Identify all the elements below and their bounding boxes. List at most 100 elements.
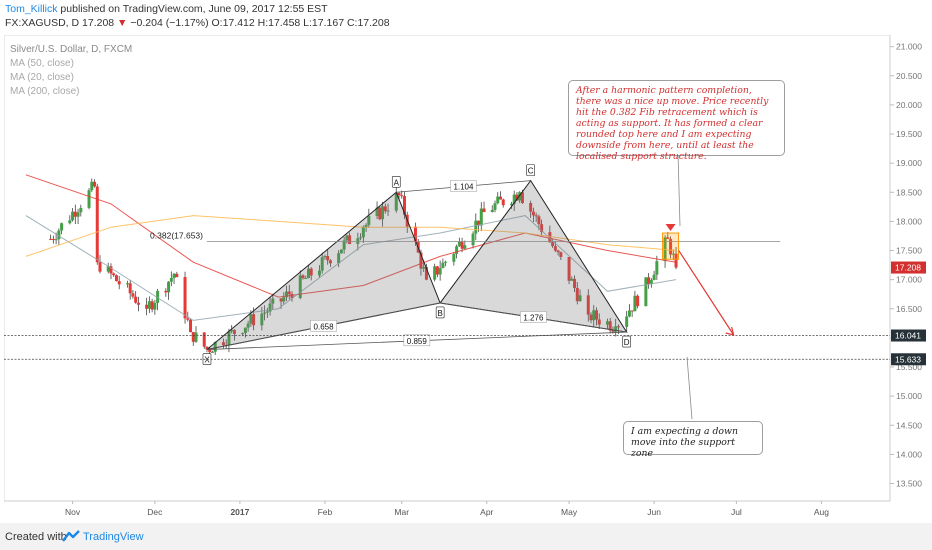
candle bbox=[611, 330, 615, 332]
candle bbox=[112, 273, 116, 276]
candle bbox=[175, 273, 179, 278]
pattern-point-box bbox=[391, 175, 401, 188]
author-link[interactable]: Tom_Killick bbox=[5, 3, 58, 15]
candle bbox=[394, 192, 398, 211]
down-marker-icon bbox=[665, 224, 676, 232]
candle bbox=[134, 296, 138, 303]
pattern-point-box bbox=[435, 306, 445, 319]
ratio-label: 0.859 bbox=[407, 337, 428, 346]
tradingview-link[interactable]: TradingView bbox=[83, 531, 144, 543]
y-tick-label: 16.500 bbox=[896, 304, 922, 314]
pattern-point-label: A bbox=[394, 178, 400, 187]
candle bbox=[463, 245, 467, 249]
y-tick-label: 21.000 bbox=[896, 42, 922, 52]
candle bbox=[531, 211, 535, 216]
y-tick-label: 15.000 bbox=[896, 391, 922, 401]
candle bbox=[381, 206, 385, 220]
candle bbox=[221, 342, 225, 346]
candle bbox=[290, 294, 294, 299]
candle bbox=[644, 277, 648, 307]
candle bbox=[186, 318, 190, 320]
candle bbox=[652, 274, 656, 281]
candle bbox=[268, 303, 272, 312]
candle bbox=[559, 252, 563, 258]
tradingview-logo-icon[interactable] bbox=[62, 529, 80, 543]
y-tick-label: 18.000 bbox=[896, 216, 922, 226]
candle bbox=[460, 241, 464, 249]
candle bbox=[605, 321, 609, 325]
candle bbox=[68, 220, 72, 224]
candle bbox=[455, 246, 459, 254]
support-price-label: 15.633 bbox=[895, 354, 921, 364]
candle bbox=[515, 194, 519, 201]
candle bbox=[298, 275, 302, 299]
candle bbox=[317, 270, 321, 276]
candle bbox=[589, 314, 593, 321]
candle bbox=[73, 211, 77, 217]
candle bbox=[537, 216, 541, 225]
candle bbox=[575, 287, 579, 302]
footer-bar: Created with TradingView bbox=[0, 523, 932, 550]
candle bbox=[592, 310, 596, 321]
candle bbox=[477, 220, 481, 226]
projection-arrow-line bbox=[678, 250, 735, 336]
legend-ma50[interactable]: MA (50, close) bbox=[10, 58, 74, 69]
candle bbox=[438, 268, 442, 275]
x-tick-label: Apr bbox=[480, 507, 493, 517]
fib-level-label: 0.382(17.653) bbox=[150, 231, 203, 241]
annotation-note-top[interactable]: After a harmonic pattern completion, the… bbox=[568, 80, 785, 162]
candle bbox=[205, 346, 209, 350]
pattern-point-box bbox=[622, 335, 631, 348]
candle bbox=[498, 196, 502, 200]
y-tick-label: 20.000 bbox=[896, 100, 922, 110]
ratio-label: 1.104 bbox=[453, 182, 474, 191]
candle bbox=[57, 230, 61, 240]
candle bbox=[260, 313, 264, 326]
candle bbox=[71, 211, 75, 221]
candle bbox=[553, 246, 557, 251]
candle bbox=[337, 253, 341, 264]
ratio-label-box bbox=[403, 334, 431, 347]
candle bbox=[413, 226, 417, 242]
candle bbox=[54, 239, 58, 241]
candle bbox=[649, 280, 653, 285]
candle bbox=[482, 208, 486, 213]
candle bbox=[359, 237, 363, 239]
y-tick-label: 19.000 bbox=[896, 158, 922, 168]
candle bbox=[98, 262, 102, 272]
candle bbox=[76, 212, 80, 217]
legend-ma20[interactable]: MA (20, close) bbox=[10, 72, 74, 83]
candle bbox=[597, 319, 601, 325]
candle bbox=[301, 275, 305, 279]
y-tick-label: 13.500 bbox=[896, 479, 922, 489]
candle bbox=[287, 291, 291, 295]
candle bbox=[474, 220, 478, 234]
x-tick-label: Jul bbox=[731, 507, 742, 517]
ma-line bbox=[25, 215, 677, 257]
candle bbox=[608, 321, 612, 331]
candle bbox=[167, 281, 171, 293]
note-connector-top bbox=[677, 152, 681, 227]
ratio-label-box bbox=[450, 180, 477, 192]
candle bbox=[241, 333, 245, 335]
candle bbox=[647, 277, 651, 285]
candle bbox=[529, 203, 533, 212]
y-tick-label: 17.500 bbox=[896, 246, 922, 256]
x-tick-label: Mar bbox=[394, 507, 409, 517]
candle bbox=[630, 310, 634, 312]
candle bbox=[444, 261, 448, 263]
candle bbox=[172, 273, 176, 279]
candle bbox=[131, 293, 135, 297]
legend-ma200[interactable]: MA (200, close) bbox=[10, 86, 80, 97]
candle bbox=[367, 215, 371, 225]
chart-legend: Silver/U.S. Dollar, D, FXCM MA (50, clos… bbox=[10, 43, 132, 99]
current-price-label: 17.208 bbox=[895, 263, 921, 273]
candle bbox=[471, 233, 475, 246]
created-with-text: Created with bbox=[5, 531, 67, 543]
price-chart[interactable]: 21.000 20.500 20.000 19.500 19.000 18.500 18.0… bbox=[3, 34, 926, 523]
candle bbox=[106, 266, 110, 272]
candle bbox=[518, 192, 522, 201]
candle bbox=[208, 349, 212, 353]
chart-area[interactable]: 21.000 20.500 20.000 19.500 19.000 18.500 18.0… bbox=[3, 34, 926, 523]
annotation-note-bottom[interactable]: I am expecting a down move into the supp… bbox=[623, 421, 763, 459]
